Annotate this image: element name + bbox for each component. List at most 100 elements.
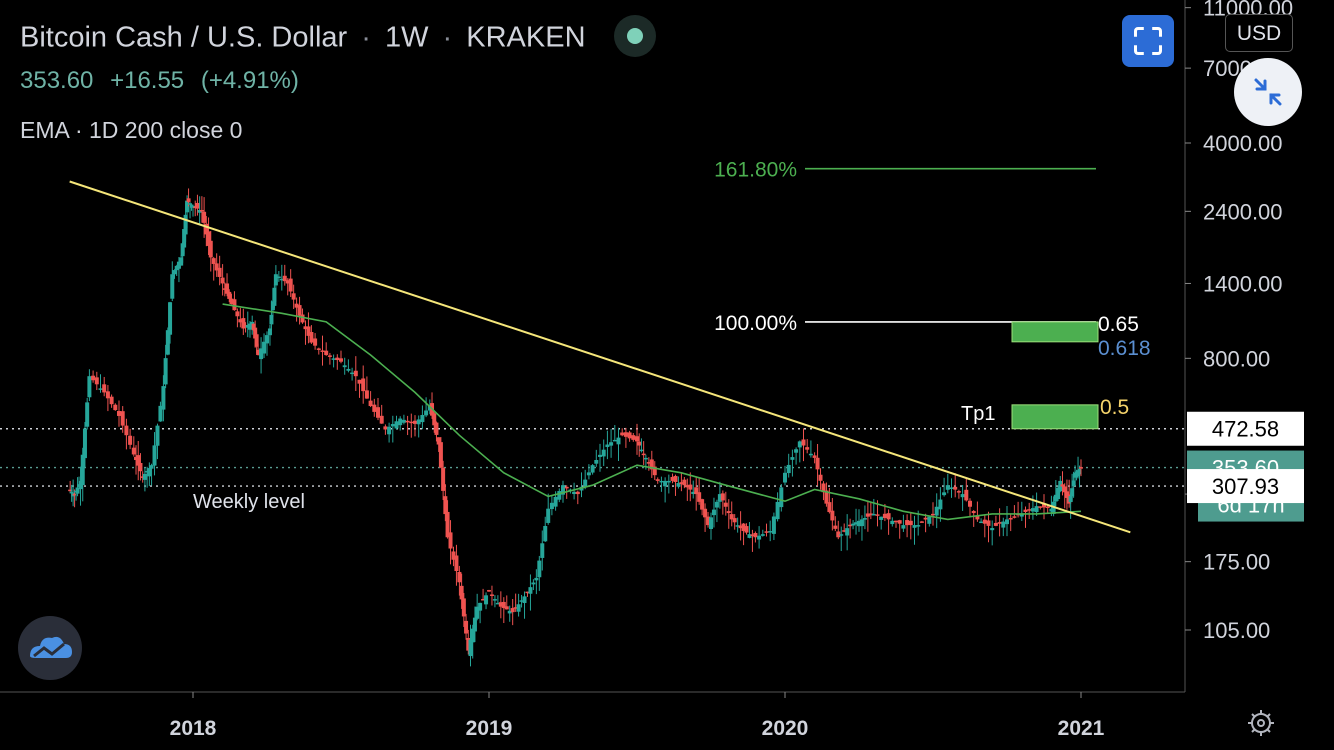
candle-body xyxy=(768,531,773,533)
candle-body xyxy=(543,525,548,542)
candle-body xyxy=(1056,487,1061,500)
x-tick-label: 2019 xyxy=(466,717,513,740)
settings-button[interactable] xyxy=(1244,706,1278,740)
candle-body xyxy=(225,283,230,294)
candle-body xyxy=(637,441,642,446)
candle-body xyxy=(267,328,272,336)
candlestick-series xyxy=(68,188,1083,667)
candle-body xyxy=(481,598,486,601)
candle-body xyxy=(300,314,305,323)
candle-body xyxy=(659,480,664,483)
gear-icon xyxy=(1248,710,1274,736)
candle-body xyxy=(182,229,187,248)
candle-body xyxy=(72,493,77,496)
interval-label[interactable]: 1W xyxy=(384,21,429,54)
exchange-label: KRAKEN xyxy=(466,21,586,54)
candle-body xyxy=(445,511,450,538)
symbol-name[interactable]: Bitcoin Cash / U.S. Dollar xyxy=(20,21,348,54)
candle-body xyxy=(398,418,403,426)
candle-body xyxy=(670,476,675,481)
candle-body xyxy=(949,487,954,489)
weekly-level-label: Weekly level xyxy=(193,491,305,513)
candle-body xyxy=(779,487,784,508)
candle-body xyxy=(927,516,932,524)
y-tick-label: 800.00 xyxy=(1203,346,1270,371)
candle-body xyxy=(534,577,539,581)
candle-body xyxy=(590,465,595,473)
candle-body xyxy=(179,257,184,266)
candle-body xyxy=(170,274,175,299)
time-axis[interactable]: 2018 2019 2020 2021 xyxy=(170,692,1105,740)
candle-body xyxy=(434,422,439,435)
candle-body xyxy=(448,532,453,549)
fullscreen-button[interactable] xyxy=(1122,15,1174,67)
indicator-legend[interactable]: EMA · 1D 200 close 0 xyxy=(20,117,243,143)
candle-body xyxy=(528,587,533,594)
candle-body xyxy=(905,520,910,526)
candle-body xyxy=(827,502,832,513)
candle-body xyxy=(729,514,734,520)
candle-body xyxy=(1077,468,1082,475)
x-tick-label: 2020 xyxy=(762,717,809,740)
candle-body xyxy=(700,499,705,510)
candle-body xyxy=(857,520,861,527)
candle-body xyxy=(140,476,145,478)
level-price-label-bg xyxy=(1187,411,1304,446)
candle-body xyxy=(886,513,891,520)
candle-body xyxy=(676,483,681,487)
candle-body xyxy=(975,515,980,520)
candle-body xyxy=(979,521,984,524)
candle-body xyxy=(475,606,480,619)
candle-body xyxy=(982,519,987,524)
descending-trendline[interactable] xyxy=(69,180,1131,534)
candle-body xyxy=(862,518,867,520)
candle-body xyxy=(85,402,90,427)
horizontal-levels: Weekly level xyxy=(0,428,1185,513)
candle-body xyxy=(109,396,114,405)
candle-body xyxy=(997,522,1002,524)
candle-body xyxy=(454,555,459,572)
fibonacci-levels[interactable]: 161.80% 100.00% 0.650.618 Tp1 0.5 xyxy=(714,159,1151,430)
candle-body xyxy=(117,411,121,416)
candle-body xyxy=(836,531,841,538)
candle-body xyxy=(368,400,373,407)
candle-body xyxy=(87,376,92,398)
candle-body xyxy=(297,305,302,316)
x-tick-label: 2018 xyxy=(170,717,217,740)
candle-body xyxy=(1058,480,1063,492)
level-price-label-bg xyxy=(1187,469,1304,504)
market-status-icon[interactable] xyxy=(613,15,656,57)
candle-body xyxy=(1005,519,1009,525)
candle-body xyxy=(1008,518,1013,520)
tradingview-logo[interactable] xyxy=(18,616,82,680)
candle-body xyxy=(279,278,284,281)
candle-body xyxy=(424,410,429,416)
collapse-button[interactable] xyxy=(1234,58,1302,126)
last-price: 353.60 xyxy=(20,67,94,94)
candle-body xyxy=(942,492,947,496)
candle-body xyxy=(202,211,207,223)
candle-body xyxy=(908,520,913,526)
candle-body xyxy=(652,466,657,476)
candle-body xyxy=(868,513,873,516)
candle-body xyxy=(931,513,935,516)
candle-body xyxy=(331,358,336,360)
candle-body xyxy=(1045,506,1050,509)
candle-body xyxy=(204,223,209,235)
candle-body xyxy=(222,288,227,290)
candle-body xyxy=(1042,503,1046,508)
candle-body xyxy=(142,473,147,480)
currency-button[interactable]: USD xyxy=(1225,14,1293,52)
candle-body xyxy=(306,326,311,336)
fib-100-label: 100.00% xyxy=(714,312,797,335)
candle-body xyxy=(594,459,599,464)
candle-body xyxy=(912,525,917,528)
candle-body xyxy=(646,462,651,464)
candle-body xyxy=(145,470,150,473)
candle-body xyxy=(251,323,256,331)
candle-body xyxy=(335,357,340,361)
candle-body xyxy=(253,327,258,339)
candle-body xyxy=(466,637,471,651)
